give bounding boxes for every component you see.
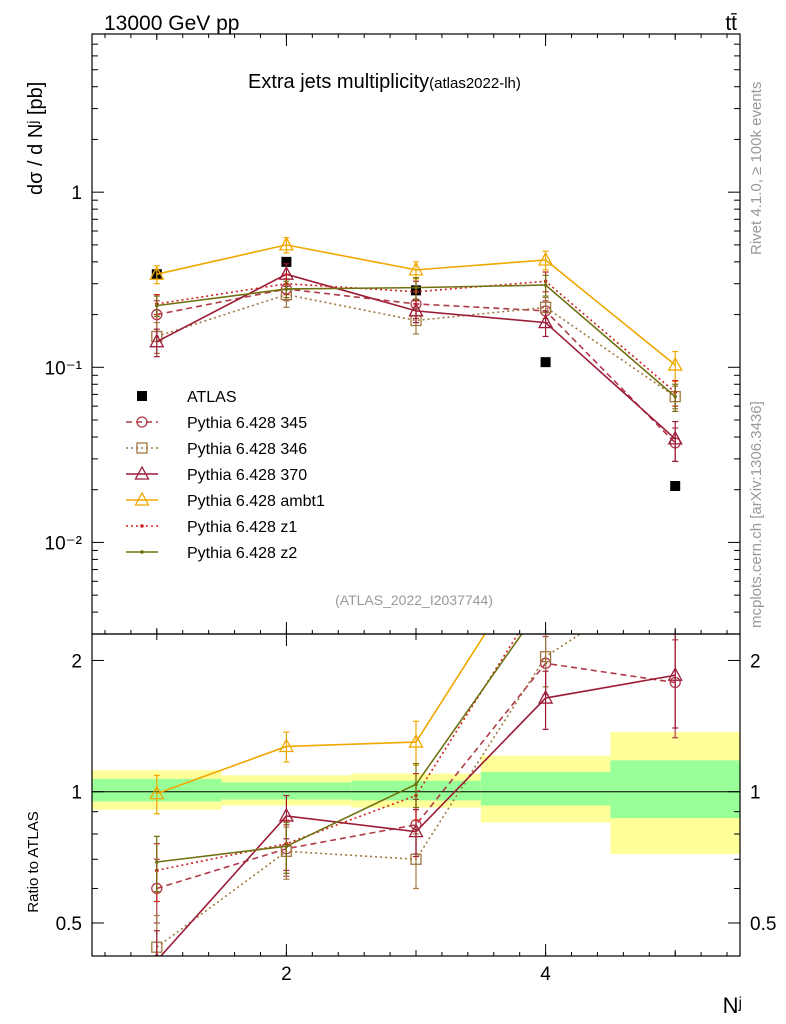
legend-marker (137, 391, 147, 401)
data-point (155, 303, 159, 308)
x-tick-label: 4 (540, 964, 551, 985)
series-line (156, 662, 676, 890)
x-tick-label: 2 (281, 964, 292, 985)
data-point (539, 532, 552, 544)
series-pythia-6.428-z2 (153, 274, 679, 412)
x-axis-label: Nʲ (723, 993, 742, 1018)
rivet-label: Rivet 4.1.0, ≥ 100k events (748, 82, 765, 255)
series-pythia-6.428-ambt1 (149, 236, 683, 383)
data-point (149, 265, 165, 280)
beam-label: 13000 GeV pp (104, 12, 239, 35)
legend-marker (134, 465, 150, 480)
data-point (544, 598, 548, 602)
legend: ATLAS Pythia 6.428 345 Pythia 6.428 346 Pyt… (126, 389, 325, 562)
legend-marker (134, 491, 150, 506)
main-series (149, 236, 683, 491)
legend-label: Pythia 6.428 345 (187, 415, 307, 432)
ratio-panel: 0.5 0.5 1 1 2 2 2 4 (56, 532, 776, 985)
data-point (543, 283, 548, 287)
data-point (278, 738, 294, 753)
data-point (667, 666, 683, 681)
main-ylabel: dσ / d Nʲ [pb] (25, 82, 47, 195)
y-tick-label: 10⁻² (45, 533, 83, 554)
legend-marker (140, 550, 144, 554)
ratio-series-pythia-6.428-ambt1 (149, 532, 552, 815)
data-point (408, 302, 424, 317)
y-tick-label: 1 (71, 783, 82, 804)
y-tick-label-right: 2 (750, 651, 761, 672)
data-point (414, 782, 418, 787)
ratio-axis-ticks: 0.5 0.5 1 1 2 2 2 4 (56, 634, 776, 985)
y-tick-label: 1 (71, 183, 82, 204)
site-label: mcplots.cern.ch [arXiv:1306.3436] (748, 401, 765, 628)
data-point (414, 285, 418, 290)
legend-marker (136, 416, 148, 428)
data-point (673, 394, 677, 399)
ratio-series-pythia-6.428-z2 (153, 570, 677, 893)
ratio-frame (91, 633, 741, 957)
legend-item: ATLAS (137, 389, 237, 406)
process-label: tt̄ (725, 12, 737, 35)
legend-marker (140, 524, 144, 528)
plot-title: Extra jets multiplicity(atlas2022-lh) (248, 71, 521, 93)
legend-item: Pythia 6.428 346 (126, 441, 307, 458)
stat-band (610, 760, 740, 819)
data-point (540, 357, 551, 368)
data-point (408, 261, 424, 276)
legend-item: Pythia 6.428 ambt1 (126, 491, 325, 510)
data-point (667, 430, 683, 445)
data-point (538, 314, 554, 329)
legend-label: Pythia 6.428 370 (187, 467, 307, 484)
ratio-series (149, 532, 683, 956)
y-tick-label: 0.5 (56, 914, 82, 935)
legend-label: Pythia 6.428 346 (187, 441, 307, 458)
legend-label: Pythia 6.428 z2 (187, 545, 297, 562)
legend-label: ATLAS (187, 389, 237, 406)
y-tick-label: 2 (71, 651, 82, 672)
legend-item: Pythia 6.428 370 (126, 465, 307, 484)
main-axis-ticks: 1 10⁻¹ 10⁻² (45, 33, 740, 635)
legend-label: Pythia 6.428 ambt1 (187, 493, 325, 510)
legend-item: Pythia 6.428 z2 (126, 545, 297, 562)
main-panel: 1 10⁻¹ 10⁻² (45, 33, 741, 635)
data-point (281, 256, 292, 267)
data-point (538, 251, 554, 266)
series-pythia-6.428-370 (149, 263, 683, 463)
y-tick-label-right: 1 (750, 783, 761, 804)
data-point (149, 333, 165, 348)
stat-band (221, 782, 352, 800)
data-point (278, 236, 294, 251)
legend-item: Pythia 6.428 345 (126, 415, 307, 432)
data-point (155, 860, 159, 864)
ratio-ylabel: Ratio to ATLAS (25, 811, 42, 912)
data-point (538, 689, 554, 704)
data-point (284, 287, 289, 291)
analysis-id: (ATLAS_2022_I2037744) (335, 592, 493, 608)
data-point (670, 480, 681, 491)
data-point (673, 570, 677, 574)
data-point (544, 588, 548, 592)
legend-marker (136, 442, 148, 454)
data-point (149, 785, 165, 800)
y-tick-label-right: 0.5 (750, 914, 776, 935)
data-point (670, 566, 680, 576)
data-point (284, 844, 289, 849)
data-point (673, 558, 677, 562)
legend-label: Pythia 6.428 z1 (187, 519, 297, 536)
stat-band (480, 771, 611, 806)
data-point (667, 356, 683, 371)
data-point (408, 733, 424, 748)
data-point (539, 651, 552, 663)
data-point (408, 823, 424, 838)
series-line (156, 293, 676, 398)
y-tick-label: 10⁻¹ (45, 358, 83, 379)
legend-item: Pythia 6.428 z1 (126, 519, 297, 536)
